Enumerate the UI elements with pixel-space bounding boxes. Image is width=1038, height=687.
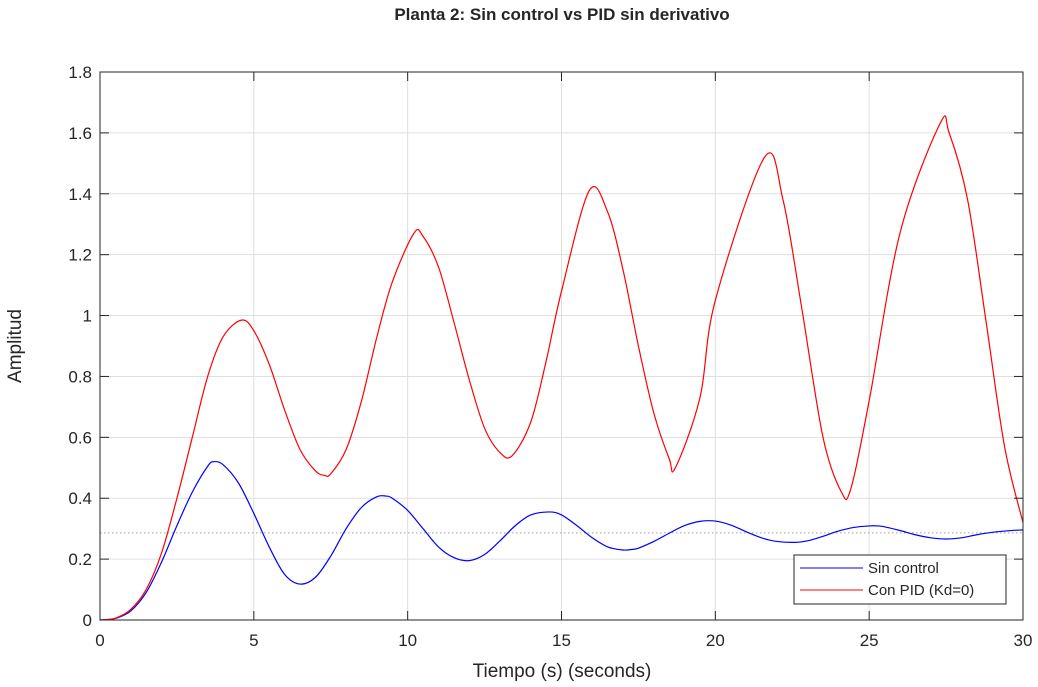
- legend: Sin control Con PID (Kd=0): [793, 554, 1007, 605]
- y-tick-label: 1.4: [68, 185, 92, 204]
- y-tick-labels: 0 0.2 0.4 0.6 0.8 1 1.2 1.4 1.6 1.8: [68, 63, 92, 630]
- y-tick-label: 0.8: [68, 367, 92, 386]
- axis-ticks: [99, 71, 1024, 621]
- y-tick-label: 1: [83, 307, 92, 326]
- y-tick-label: 1.2: [68, 246, 92, 265]
- series-line-1: [99, 115, 1024, 621]
- series-line-0: [99, 460, 1024, 621]
- legend-label-sin-control: Sin control: [868, 560, 939, 577]
- series-lines: [99, 115, 1024, 621]
- x-tick-label: 15: [552, 631, 571, 650]
- x-tick-labels: 0 5 10 15 20 25 30: [95, 631, 1032, 650]
- x-tick-label: 25: [860, 631, 879, 650]
- legend-box: [793, 554, 1007, 605]
- chart-title: Planta 2: Sin control vs PID sin derivat…: [394, 5, 729, 24]
- x-tick-label: 30: [1014, 631, 1033, 650]
- y-tick-label: 0.2: [68, 550, 92, 569]
- y-tick-label: 1.8: [68, 63, 92, 82]
- y-tick-label: 0.4: [68, 489, 92, 508]
- legend-label-con-pid: Con PID (Kd=0): [868, 582, 974, 599]
- x-tick-label: 0: [95, 631, 104, 650]
- y-tick-label: 0.6: [68, 428, 92, 447]
- x-tick-label: 5: [249, 631, 258, 650]
- y-tick-label: 0: [83, 611, 92, 630]
- x-tick-label: 10: [398, 631, 417, 650]
- x-axis-label: Tiempo (s) (seconds): [473, 661, 652, 682]
- y-axis-label: Amplitud: [5, 309, 26, 383]
- y-tick-label: 1.6: [68, 124, 92, 143]
- x-tick-label: 20: [706, 631, 725, 650]
- grid-lines: [100, 72, 1023, 620]
